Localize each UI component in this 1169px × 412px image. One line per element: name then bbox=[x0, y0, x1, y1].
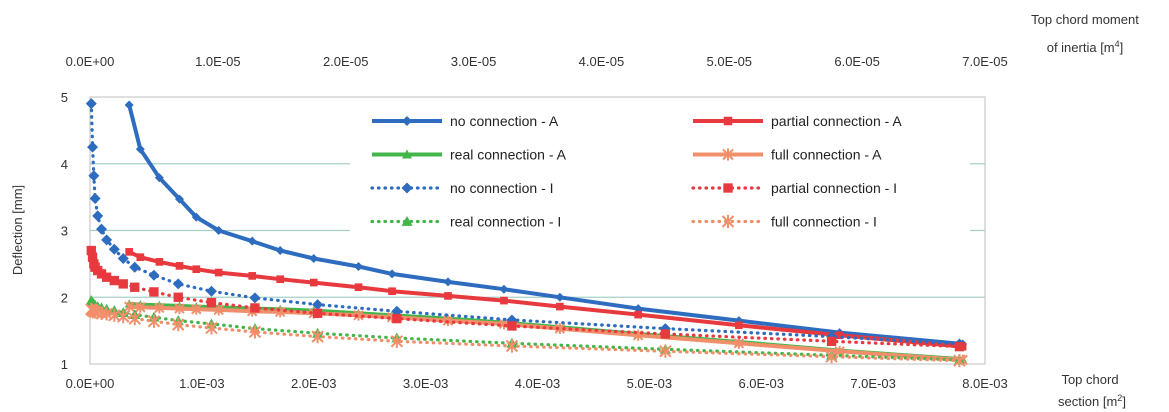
data-point-marker bbox=[388, 287, 396, 295]
y-tick-label: 5 bbox=[61, 90, 68, 105]
data-point-marker bbox=[250, 303, 259, 312]
data-point-marker bbox=[276, 275, 284, 283]
legend-label: no connection - A bbox=[450, 113, 559, 129]
data-point-marker bbox=[500, 297, 508, 305]
bottom-axis-label-text: section [m bbox=[1058, 394, 1117, 409]
data-point-marker bbox=[248, 272, 256, 280]
top-x-tick-label: 7.0E-05 bbox=[962, 54, 1008, 69]
top-x-tick-label: 4.0E-05 bbox=[579, 54, 625, 69]
legend-label: partial connection - A bbox=[771, 113, 902, 129]
y-tick-label: 1 bbox=[61, 357, 68, 372]
y-tick-label: 3 bbox=[61, 224, 68, 239]
data-point-marker bbox=[125, 248, 133, 256]
legend-label: real connection - I bbox=[450, 214, 561, 230]
data-point-marker bbox=[955, 342, 964, 351]
data-point-marker bbox=[827, 337, 836, 346]
top-x-tick-label: 5.0E-05 bbox=[707, 54, 753, 69]
bottom-x-tick-label: 0.0E+00 bbox=[66, 376, 115, 391]
bottom-x-tick-label: 8.0E-03 bbox=[962, 376, 1008, 391]
top-axis-label-text: of inertia [m bbox=[1047, 40, 1115, 55]
legend-label: partial connection - I bbox=[771, 180, 897, 196]
y-tick-label: 4 bbox=[61, 157, 68, 172]
bottom-x-tick-label: 7.0E-03 bbox=[850, 376, 896, 391]
data-point-marker bbox=[507, 321, 516, 330]
data-point-marker bbox=[444, 292, 452, 300]
top-axis-label-line1: Top chord moment bbox=[1031, 12, 1139, 27]
data-point-marker bbox=[149, 287, 158, 296]
data-point-marker bbox=[735, 321, 743, 329]
legend-label: no connection - I bbox=[450, 180, 554, 196]
bottom-axis-label-line1: Top chord bbox=[1061, 372, 1118, 387]
data-point-marker bbox=[723, 183, 732, 192]
bottom-x-tick-label: 4.0E-03 bbox=[515, 376, 561, 391]
data-point-marker bbox=[634, 311, 642, 319]
bottom-x-tick-label: 5.0E-03 bbox=[627, 376, 673, 391]
legend-label: full connection - I bbox=[771, 214, 877, 230]
data-point-marker bbox=[724, 117, 733, 126]
top-axis-label-line2: of inertia [m4] bbox=[1047, 39, 1124, 55]
data-point-marker bbox=[130, 283, 139, 292]
top-x-tick-label: 6.0E-05 bbox=[834, 54, 880, 69]
data-point-marker bbox=[661, 329, 670, 338]
top-x-tick-label: 3.0E-05 bbox=[451, 54, 497, 69]
data-point-marker bbox=[310, 279, 318, 287]
data-point-marker bbox=[215, 269, 223, 277]
data-point-marker bbox=[119, 279, 128, 288]
bottom-x-tick-label: 3.0E-03 bbox=[403, 376, 449, 391]
data-point-marker bbox=[192, 265, 200, 273]
legend-label: real connection - A bbox=[450, 147, 567, 163]
bottom-x-tick-label: 2.0E-03 bbox=[291, 376, 337, 391]
y-axis-label: Deflection [mm] bbox=[10, 185, 25, 275]
data-point-marker bbox=[176, 262, 184, 270]
data-point-marker bbox=[137, 253, 145, 261]
top-x-tick-label: 0.0E+00 bbox=[66, 54, 115, 69]
bottom-axis-label-bracket: ] bbox=[1122, 394, 1126, 409]
top-x-tick-label: 2.0E-05 bbox=[323, 54, 369, 69]
bottom-axis-label-line2: section [m2] bbox=[1058, 393, 1126, 409]
top-axis-label-bracket: ] bbox=[1120, 40, 1124, 55]
data-point-marker bbox=[392, 314, 401, 323]
data-point-marker bbox=[556, 303, 564, 311]
y-tick-label: 2 bbox=[61, 290, 68, 305]
legend-label: full connection - A bbox=[771, 147, 882, 163]
data-point-marker bbox=[313, 309, 322, 318]
top-x-tick-label: 1.0E-05 bbox=[195, 54, 241, 69]
data-point-marker bbox=[174, 293, 183, 302]
data-point-marker bbox=[355, 283, 363, 291]
data-point-marker bbox=[207, 298, 216, 307]
bottom-x-tick-label: 1.0E-03 bbox=[179, 376, 225, 391]
data-point-marker bbox=[156, 258, 164, 266]
data-point-marker bbox=[110, 276, 119, 285]
bottom-x-tick-label: 6.0E-03 bbox=[738, 376, 784, 391]
